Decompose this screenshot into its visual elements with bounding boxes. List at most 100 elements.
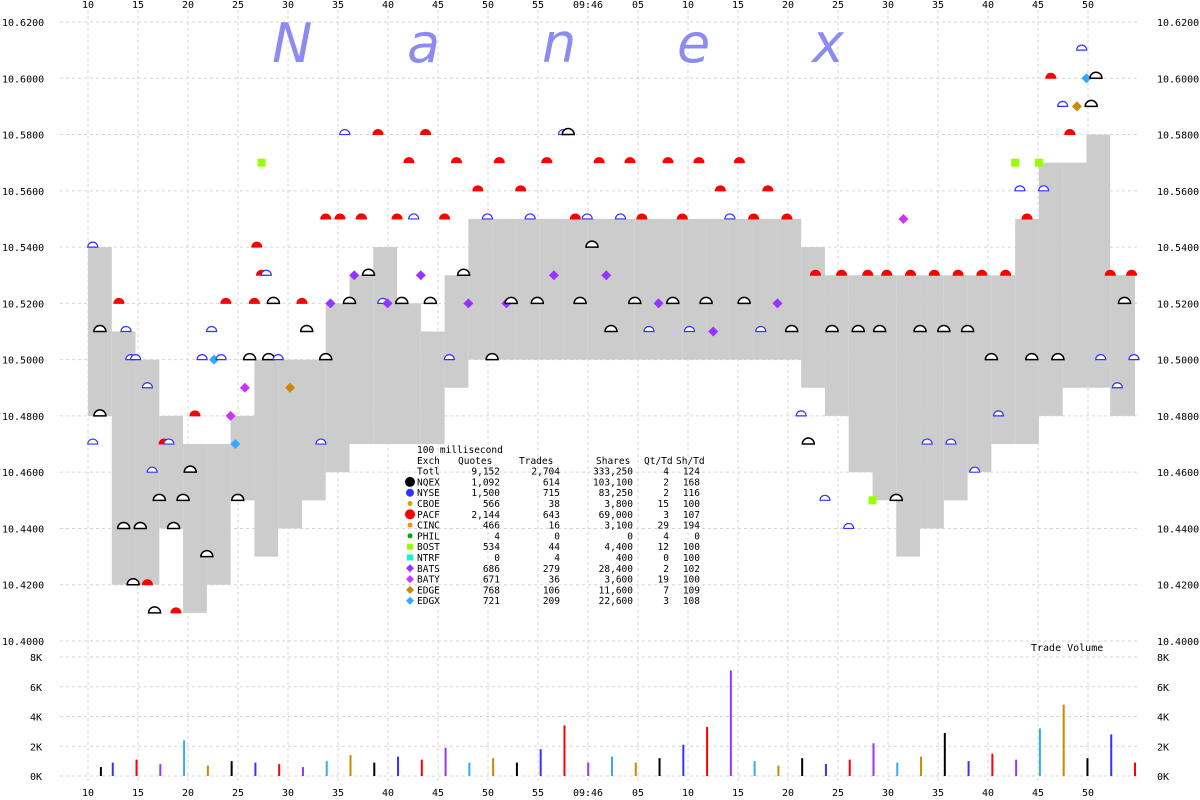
quote-marker-nqex [342,296,357,305]
legend-marker [406,488,414,497]
legend-shares: 4,400 [604,542,633,553]
legend-qt-td: 4 [663,467,669,478]
legend-shares: 3,100 [604,521,633,532]
quote-marker-nqex [485,352,499,361]
legend-quotes: 566 [483,499,500,510]
nbbo-range-bar [183,444,207,613]
x-tick-label-bottom: 35 [932,788,944,799]
legend-marker [407,522,413,528]
volume-tick-label-right: 2K [1157,742,1169,753]
legend-header: Shares [596,456,630,467]
nbbo-range-bar [444,275,469,388]
quote-marker-nyse [1038,185,1050,192]
quote-marker-nyse [141,382,154,389]
legend-sh-td: 100 [683,499,700,510]
quote-marker-nqex [628,296,642,305]
quote-marker-nqex [699,296,713,305]
volume-bar [706,726,709,776]
legend-shares: 333,250 [593,467,633,478]
x-tick-label-top: 20 [782,0,794,11]
nbbo-range-bar [1086,134,1111,388]
quote-marker-nyse [795,410,807,417]
legend-trades: 2,704 [531,467,560,478]
legend-marker [407,501,413,506]
quote-marker-bats [349,270,360,281]
price-tick-label-right: 10.5200 [1157,299,1199,310]
volume-tick-label-left: 4K [30,713,42,724]
legend-quotes: 768 [483,585,500,596]
volume-bar [634,762,637,776]
quote-marker-edgx [1081,73,1092,84]
x-tick-label-bottom: 30 [282,788,294,799]
quote-marker-pacf [450,157,462,164]
quote-marker-nqex [231,493,245,502]
nbbo-range-bar [1015,218,1039,445]
nbbo-range-bar [991,275,1016,445]
quote-marker-nyse [819,494,831,501]
legend-marker [407,554,413,561]
legend-qt-td: 2 [663,477,669,488]
legend-qt-td: 7 [663,585,669,596]
x-tick-label-bottom: 10 [682,788,694,799]
legend-trades: 0 [554,531,560,542]
volume-bar [183,740,186,776]
nbbo-range-bar [325,303,350,473]
volume-bar [801,758,804,776]
watermark-letter: n [542,12,576,75]
nbbo-range-bar [492,218,516,360]
quote-marker-nyse [215,354,227,361]
quote-marker-pacf [762,185,774,192]
legend-shares: 400 [616,553,633,564]
quote-marker-pacf [836,269,848,276]
x-tick-label-bottom: 10 [82,788,94,799]
quote-marker-nyse [196,354,208,361]
quote-marker-nqex [116,521,131,530]
quote-marker-nyse [992,410,1005,417]
x-tick-label-bottom: 50 [1082,788,1094,799]
price-tick-label-right: 10.6200 [1157,18,1199,29]
quote-marker-pacf [439,213,451,220]
volume-bar [824,764,827,776]
legend-exch: BATS [417,564,440,575]
quote-marker-nqex [361,268,376,276]
nbbo-range-bar [420,331,445,445]
volume-bar [135,759,138,776]
x-tick-label-top: 55 [532,0,544,11]
nbbo-range-bar [349,275,374,445]
legend-sh-td: 102 [683,564,700,575]
x-tick-label-bottom: 20 [182,788,194,799]
quote-marker-pacf [693,157,705,164]
quote-marker-pacf [403,157,415,164]
volume-bar [682,744,685,776]
quote-marker-nqex [166,521,181,530]
legend-trades: 279 [543,564,560,575]
volume-bar [206,765,209,776]
quote-marker-nyse [339,129,351,136]
legend-marker [406,575,414,584]
quote-marker-bost [868,496,877,505]
quote-marker-pacf [420,129,432,136]
legend-marker [406,596,414,605]
legend-sh-td: 116 [683,488,700,499]
trade-volume-label: Trade Volume [1031,643,1103,654]
volume-bar [278,764,281,776]
legend-trades: 16 [549,521,561,532]
nbbo-range-bar [848,275,873,473]
quote-marker-nqex [530,296,545,305]
nbbo-range-bar [254,359,279,557]
price-tick-label-right: 10.5400 [1157,243,1199,254]
price-tick-label-right: 10.5600 [1157,187,1199,198]
x-tick-label-bottom: 25 [832,788,844,799]
volume-bar [1110,734,1113,776]
legend-quotes: 1,500 [471,488,500,499]
x-tick-label-top: 30 [882,0,894,11]
quote-marker-nyse [120,325,132,333]
nbbo-range-bar [658,218,683,360]
volume-bar [254,762,257,776]
legend-exch: BATY [417,575,440,586]
legend-exch: EDGX [417,596,440,607]
volume-tick-label-left: 0K [30,772,42,783]
x-tick-label-bottom: 15 [732,788,744,799]
